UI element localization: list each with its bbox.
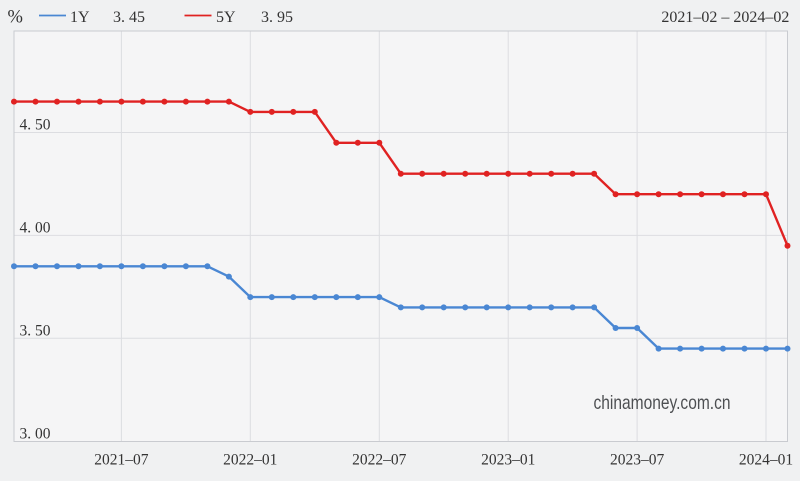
svg-text:2021–02 – 2024–02: 2021–02 – 2024–02 xyxy=(661,9,789,26)
svg-text:%: % xyxy=(8,8,23,28)
svg-text:3. 00: 3. 00 xyxy=(20,426,51,443)
svg-text:5Y: 5Y xyxy=(216,9,236,26)
svg-text:3. 45: 3. 45 xyxy=(113,9,145,26)
svg-text:3. 95: 3. 95 xyxy=(261,9,293,26)
svg-text:2023–01: 2023–01 xyxy=(481,452,535,469)
svg-text:2022–01: 2022–01 xyxy=(223,452,277,469)
svg-text:chinamoney.com.cn: chinamoney.com.cn xyxy=(594,392,731,414)
svg-text:2024–01: 2024–01 xyxy=(739,452,793,469)
svg-text:2021–07: 2021–07 xyxy=(94,452,149,469)
svg-text:4. 50: 4. 50 xyxy=(20,117,51,134)
svg-text:1Y: 1Y xyxy=(70,9,90,26)
svg-text:3. 50: 3. 50 xyxy=(20,323,51,340)
svg-text:2022–07: 2022–07 xyxy=(352,452,407,469)
svg-text:4. 00: 4. 00 xyxy=(20,220,51,237)
svg-text:2023–07: 2023–07 xyxy=(610,452,665,469)
